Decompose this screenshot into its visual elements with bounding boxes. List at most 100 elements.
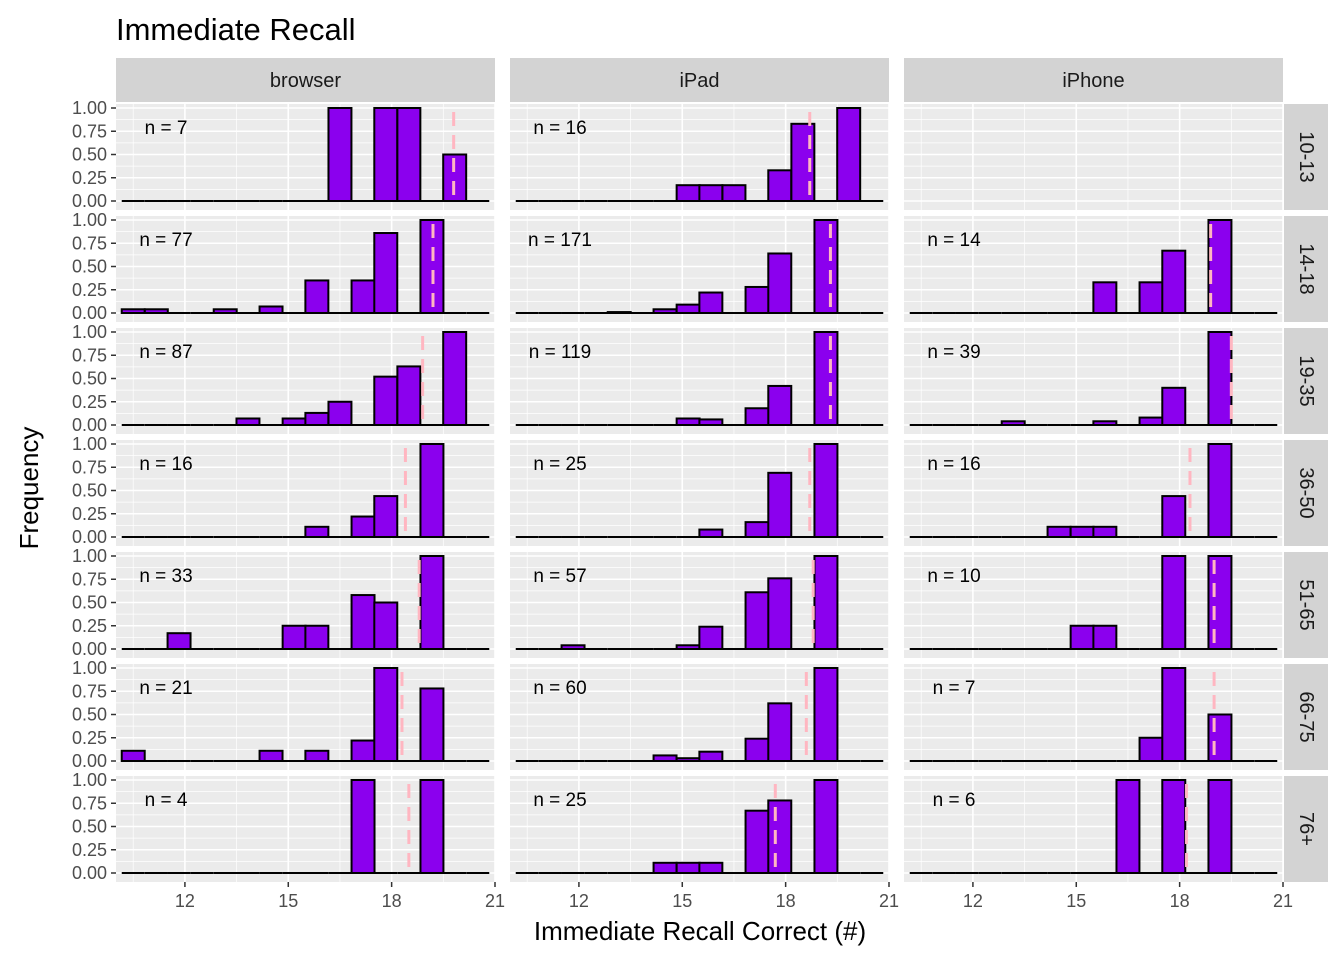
histogram-bar — [304, 411, 330, 427]
row-strip-36-50 — [1284, 440, 1328, 546]
column-strip-iPhone — [904, 58, 1283, 102]
y-tick-label: 0.25 — [72, 168, 107, 188]
histogram-bar — [396, 107, 422, 202]
histogram-bar — [419, 687, 445, 763]
column-strip-browser — [116, 58, 495, 102]
column-strip-iPad — [510, 58, 889, 102]
histogram-bar — [1207, 713, 1233, 762]
histogram-bar — [1161, 555, 1187, 650]
panel-iPad-10-13: n = 16 — [510, 104, 890, 210]
histogram-bar — [1092, 420, 1118, 426]
histogram-bar — [143, 308, 169, 314]
histogram-bar — [813, 667, 839, 762]
y-tick-label: 0.50 — [72, 257, 107, 277]
row-strip-66-75 — [1284, 664, 1328, 770]
y-axis-label: Frequency — [14, 427, 44, 550]
histogram-bar — [1161, 779, 1187, 874]
sample-size-label: n = 6 — [933, 790, 976, 811]
x-tick-label: 21 — [879, 891, 899, 911]
y-tick-label: 0.75 — [72, 345, 107, 365]
row-strip-51-65 — [1284, 552, 1328, 658]
histogram-bar — [767, 471, 793, 538]
column-strip-label: iPhone — [1062, 70, 1124, 92]
panel-iPhone-14-18: n = 14 — [904, 216, 1284, 322]
y-tick-label: 0.75 — [72, 569, 107, 589]
histogram-bar — [1138, 736, 1164, 762]
histogram-bar — [1207, 331, 1233, 426]
y-tick-label: 0.50 — [72, 705, 107, 725]
sample-size-label: n = 16 — [533, 118, 586, 139]
histogram-bar — [744, 521, 770, 538]
panel-iPad-14-18: n = 171 — [510, 216, 890, 322]
histogram-bar — [652, 308, 678, 314]
histogram-bar — [281, 624, 307, 650]
histogram-bar — [675, 303, 701, 315]
row-strip-label: 76+ — [1295, 812, 1317, 846]
histogram-bar — [1000, 420, 1026, 426]
histogram-bar — [258, 749, 284, 763]
histogram-bar — [373, 107, 399, 202]
y-tick-label: 0.50 — [72, 145, 107, 165]
sample-size-label: n = 87 — [139, 342, 192, 363]
histogram-bar — [304, 279, 330, 315]
y-tick-label: 1.00 — [72, 434, 107, 454]
histogram-bar — [327, 400, 353, 426]
sample-size-label: n = 21 — [139, 678, 192, 699]
histogram-bar — [1207, 443, 1233, 538]
x-tick-label: 21 — [485, 891, 505, 911]
y-tick-label: 0.25 — [72, 728, 107, 748]
histogram-bar — [652, 861, 678, 875]
panel-background — [904, 104, 1283, 210]
x-axis-label: Immediate Recall Correct (#) — [534, 916, 866, 946]
y-tick-label: 0.25 — [72, 616, 107, 636]
sample-size-label: n = 171 — [528, 230, 592, 251]
panel-browser-51-65: n = 33 — [116, 552, 496, 658]
x-tick-label: 12 — [963, 891, 983, 911]
row-strip-10-13 — [1284, 104, 1328, 210]
y-tick-label: 1.00 — [72, 658, 107, 678]
histogram-bar — [235, 417, 261, 426]
y-tick-label: 1.00 — [72, 322, 107, 342]
histogram-bar — [767, 702, 793, 763]
histogram-bar — [698, 625, 724, 650]
row-strip-label: 36-50 — [1295, 467, 1317, 518]
histogram-bar — [675, 184, 701, 203]
histogram-bar — [1069, 525, 1095, 539]
panel-iPad-66-75: n = 60 — [510, 664, 890, 770]
histogram-bar — [373, 495, 399, 538]
panel-iPhone-19-35: n = 39 — [904, 328, 1284, 434]
histogram-bar — [767, 384, 793, 427]
y-tick-label: 0.25 — [72, 392, 107, 412]
y-tick-label: 0.50 — [72, 369, 107, 389]
histogram-bar — [652, 754, 678, 762]
panel-browser-10-13: n = 7 — [116, 104, 496, 210]
histogram-bar — [698, 528, 724, 538]
sample-size-label: n = 119 — [529, 342, 592, 363]
sample-size-label: n = 7 — [145, 118, 188, 139]
sample-size-label: n = 25 — [533, 454, 586, 475]
histogram-bar — [373, 375, 399, 427]
histogram-bar — [1161, 249, 1187, 315]
histogram-bar — [813, 219, 839, 314]
y-tick-label: 0.25 — [72, 504, 107, 524]
sample-size-label: n = 10 — [927, 566, 980, 587]
histogram-bar — [442, 153, 468, 202]
histogram-bar — [120, 308, 146, 314]
y-tick-label: 0.75 — [72, 233, 107, 253]
histogram-bar — [120, 749, 146, 763]
histogram-bar — [698, 291, 724, 315]
sample-size-label: n = 7 — [933, 678, 976, 699]
row-strip-14-18 — [1284, 216, 1328, 322]
panel-browser-66-75: n = 21 — [116, 664, 496, 770]
histogram-bar — [396, 365, 422, 427]
histogram-bar — [1207, 555, 1233, 650]
histogram-bar — [419, 219, 445, 314]
x-tick-label: 15 — [1066, 891, 1086, 911]
histogram-bar — [1207, 219, 1233, 314]
histogram-bar — [442, 331, 468, 426]
row-strip-label: 10-13 — [1295, 131, 1317, 182]
y-tick-label: 0.75 — [72, 793, 107, 813]
histogram-bar — [767, 577, 793, 651]
y-tick-label: 1.00 — [72, 546, 107, 566]
histogram-bar — [1138, 416, 1164, 426]
